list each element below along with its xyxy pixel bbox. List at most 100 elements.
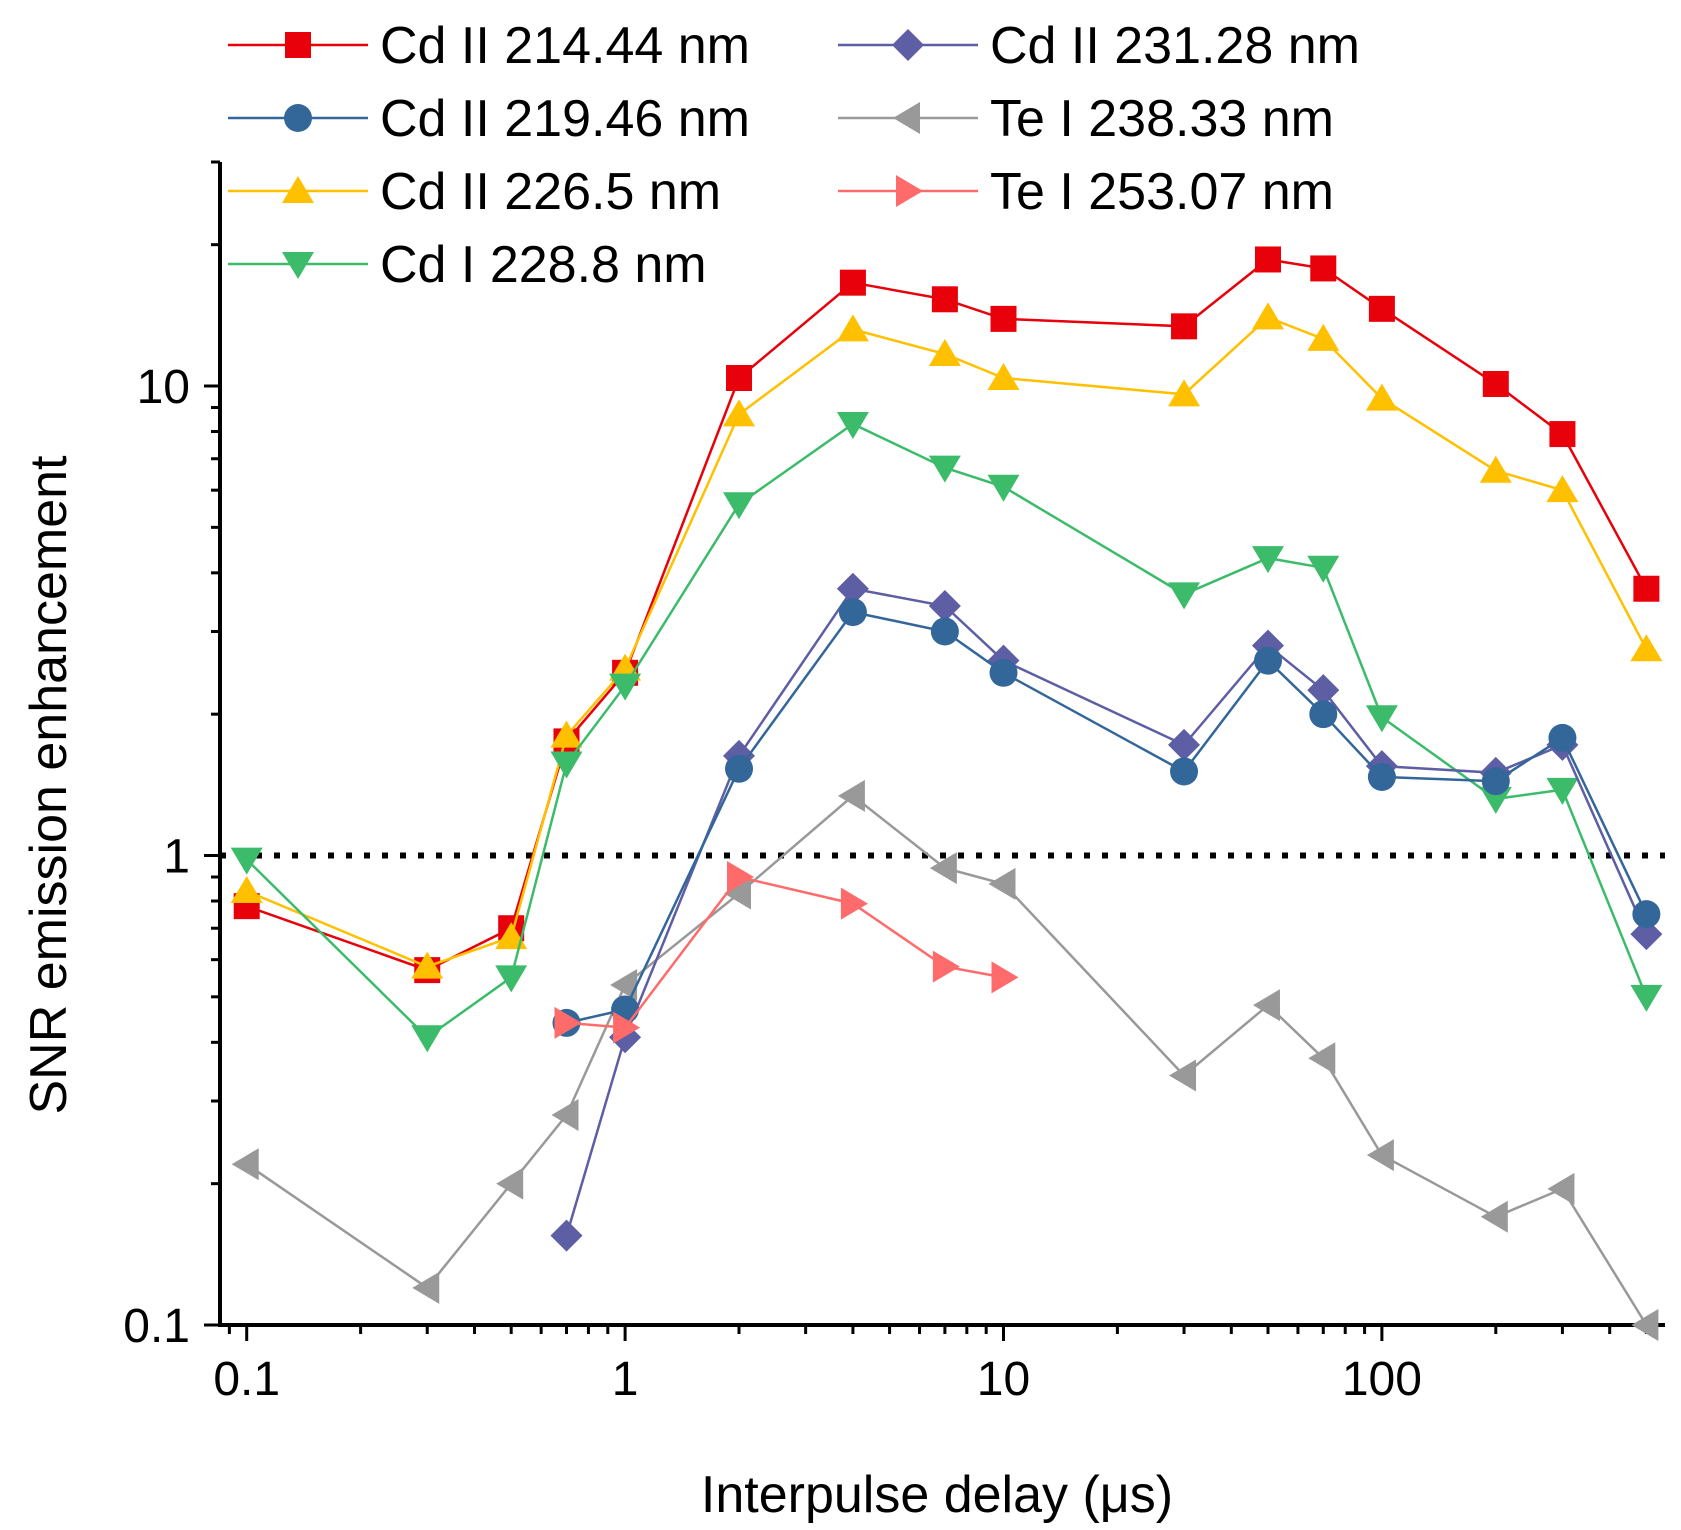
series-line (245, 422, 1648, 1039)
data-point (1549, 421, 1576, 448)
data-point (836, 411, 869, 439)
data-point (987, 363, 1020, 391)
series-line (565, 587, 1648, 1236)
data-point (1170, 757, 1199, 786)
data-point (550, 720, 583, 748)
data-point (990, 305, 1017, 332)
data-point (1171, 313, 1198, 340)
data-point (609, 673, 642, 701)
data-point (991, 961, 1019, 994)
y-axis: 0.1 1 10 (123, 160, 220, 1353)
data-point (495, 965, 528, 993)
data-point (1168, 728, 1201, 761)
data-point (1479, 455, 1512, 483)
data-point (896, 175, 923, 207)
data-point (1308, 1042, 1336, 1075)
x-axis: 0.1 1 10 100 (213, 1325, 1648, 1406)
data-point (1366, 1139, 1394, 1172)
data-point (1168, 582, 1201, 610)
data-point (1630, 918, 1663, 951)
data-point (282, 252, 314, 279)
data-point (1546, 475, 1579, 503)
data-point (1254, 246, 1281, 273)
data-point (554, 1006, 582, 1039)
data-point (1365, 705, 1398, 733)
legend-item: Te I 238.33 nm (838, 90, 1334, 148)
data-point (613, 1011, 641, 1044)
data-point (1546, 777, 1579, 805)
y-axis-label: SNR emission enhancement (20, 455, 78, 1115)
data-point (1252, 989, 1280, 1022)
data-point (1365, 383, 1398, 411)
series-line (245, 794, 1648, 1326)
data-point (928, 589, 961, 622)
data-point (1630, 984, 1663, 1012)
data-point (550, 1219, 583, 1252)
x-tick-label: 10 (977, 1353, 1030, 1406)
data-point (838, 598, 867, 627)
x-axis-label: Interpulse delay (μs) (701, 1466, 1173, 1524)
series (230, 411, 1663, 1053)
x-tick-label: 100 (1342, 1353, 1422, 1406)
data-point (931, 286, 958, 313)
data-point (893, 102, 920, 134)
data-point (1630, 634, 1663, 662)
data-point (412, 1271, 440, 1304)
data-point (1479, 786, 1512, 814)
data-point (892, 29, 924, 61)
data-point (496, 1167, 524, 1200)
data-point (928, 455, 961, 483)
data-point (1368, 295, 1395, 322)
data-point (836, 314, 869, 342)
legend-label: Cd II 231.28 nm (990, 17, 1360, 75)
data-point (1307, 674, 1340, 707)
data-point (837, 779, 865, 812)
data-point (411, 951, 444, 979)
data-point (723, 492, 756, 520)
data-point (1309, 700, 1338, 729)
data-point (284, 104, 312, 132)
data-point (1307, 323, 1340, 351)
data-point (987, 474, 1020, 502)
data-point (1632, 900, 1661, 929)
series-line (246, 315, 1648, 968)
data-point (1548, 723, 1577, 752)
series (230, 302, 1663, 979)
x-tick-label: 1 (612, 1353, 639, 1406)
x-tick-label: 0.1 (213, 1353, 280, 1406)
legend-label: Te I 253.07 nm (990, 163, 1334, 221)
data-point (230, 876, 263, 904)
legend-item: Cd II 214.44 nm (228, 17, 750, 75)
data-point (1480, 1200, 1508, 1233)
data-point (1169, 1059, 1197, 1092)
legend-label: Cd I 228.8 nm (380, 236, 707, 294)
data-point (411, 1025, 444, 1053)
data-point (1633, 575, 1660, 602)
data-point (1307, 555, 1340, 583)
data-point (839, 269, 866, 296)
data-point (930, 617, 959, 646)
data-point (1253, 646, 1282, 675)
data-point (724, 877, 752, 910)
data-point (727, 860, 755, 893)
series (231, 779, 1659, 1341)
data-point (989, 658, 1018, 687)
y-tick-label: 1 (163, 831, 190, 884)
y-tick-label: 10 (137, 361, 190, 414)
data-point (1251, 546, 1284, 574)
series (552, 598, 1661, 1037)
data-point (840, 887, 868, 920)
y-tick-label: 0.1 (123, 1300, 190, 1353)
series-layer (220, 246, 1665, 1341)
data-point (836, 572, 869, 605)
legend-item: Cd I 228.8 nm (228, 236, 707, 294)
legend-label: Te I 238.33 nm (990, 90, 1334, 148)
data-point (1482, 370, 1509, 397)
data-point (929, 852, 957, 885)
legend-label: Cd II 226.5 nm (380, 163, 721, 221)
legend-item: Te I 253.07 nm (838, 163, 1334, 221)
legend-item: Cd II 226.5 nm (228, 163, 721, 221)
legend-label: Cd II 219.46 nm (380, 90, 750, 148)
data-point (1310, 255, 1337, 282)
